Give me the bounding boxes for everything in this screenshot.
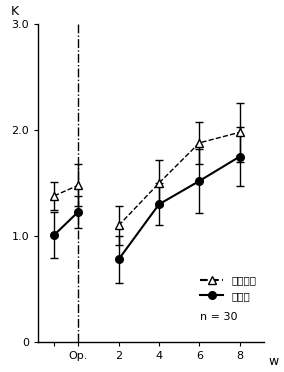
- Legend: 非手術側, 手術側: 非手術側, 手術側: [196, 272, 261, 305]
- Text: n = 30: n = 30: [200, 312, 237, 321]
- Text: K: K: [11, 5, 19, 18]
- Text: w: w: [268, 355, 279, 368]
